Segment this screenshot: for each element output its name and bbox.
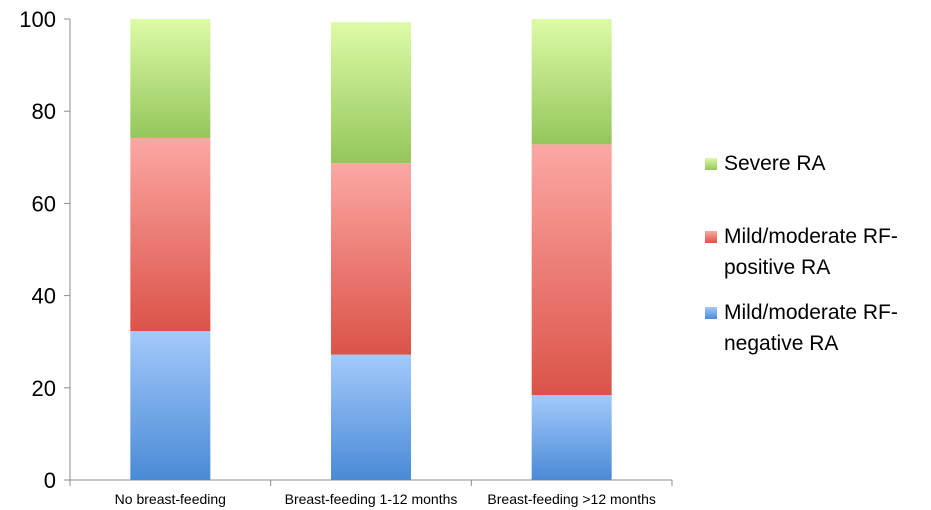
y-tick-label: 60 — [32, 191, 56, 216]
bar-segment — [130, 19, 211, 138]
x-category-label: No breast-feeding — [115, 491, 226, 507]
legend-label: Severe RA — [724, 152, 826, 175]
bar-segment — [331, 163, 411, 355]
legend-swatch — [705, 307, 717, 319]
bar-segment — [531, 144, 612, 396]
y-tick-label: 100 — [19, 7, 56, 32]
legend-label: Mild/moderate RF- — [724, 225, 898, 248]
legend-swatch — [705, 158, 717, 170]
y-axis: 0 20 40 60 80 100 — [19, 7, 71, 493]
x-axis: No breast-feeding Breast-feeding 1-12 mon… — [69, 479, 673, 507]
bar-segment — [331, 354, 411, 480]
legend-swatch — [705, 231, 717, 243]
bar-segment — [531, 395, 612, 480]
bar-segment — [331, 22, 411, 164]
x-category-label: Breast-feeding 1-12 months — [285, 491, 458, 507]
x-category-label: Breast-feeding >12 months — [487, 491, 656, 507]
legend-label: Mild/moderate RF- — [724, 301, 898, 324]
y-tick-label: 80 — [32, 99, 56, 124]
legend: Severe RA Mild/moderate RF-positive RA Mil… — [705, 152, 898, 355]
bars — [130, 19, 612, 480]
bar-segment — [130, 331, 211, 480]
y-tick-label: 20 — [32, 376, 56, 401]
legend-label: negative RA — [724, 332, 838, 355]
y-tick-label: 0 — [44, 468, 56, 493]
bar-segment — [531, 19, 612, 145]
y-tick-label: 40 — [32, 284, 56, 309]
bar-segment — [130, 137, 211, 332]
legend-label: positive RA — [724, 256, 830, 279]
